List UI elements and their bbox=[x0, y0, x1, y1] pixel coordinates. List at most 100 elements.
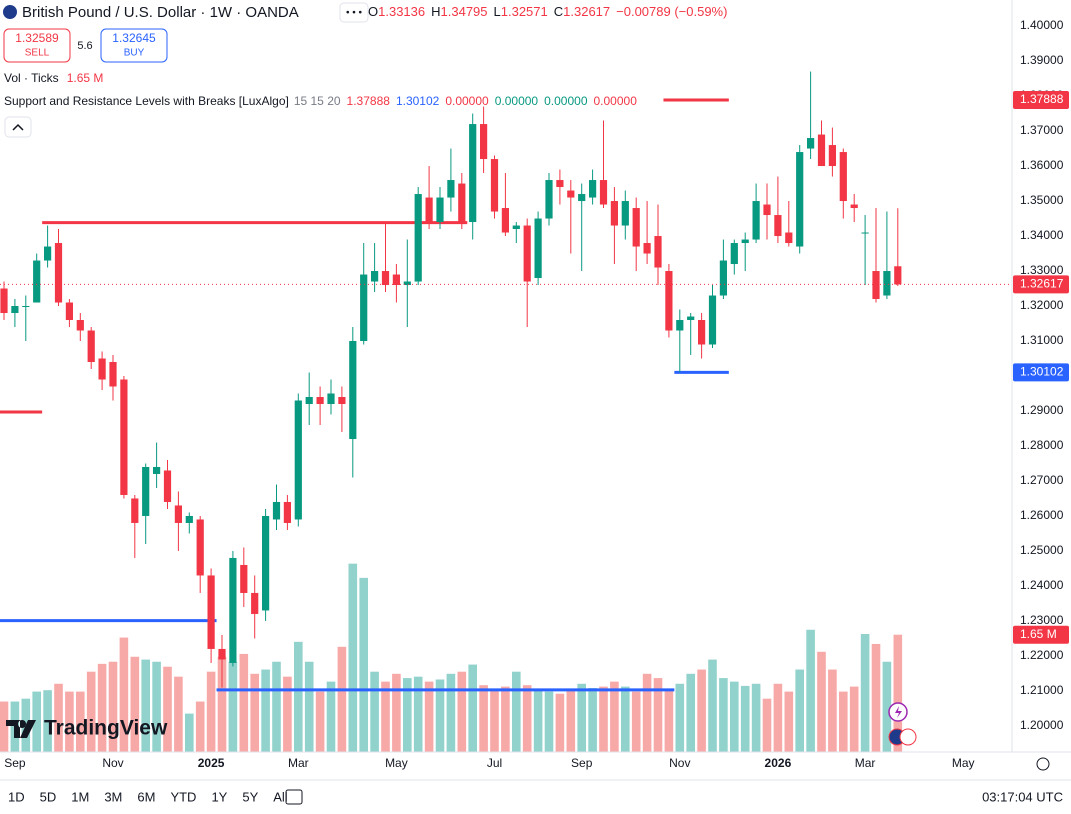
volume-bar bbox=[806, 629, 815, 752]
candle-body bbox=[730, 243, 738, 265]
x-tick-label: Sep bbox=[4, 756, 26, 770]
candle-body bbox=[894, 266, 902, 285]
candle-body bbox=[490, 159, 499, 212]
sell-label[interactable]: SELL bbox=[25, 48, 50, 59]
settings-icon[interactable] bbox=[1036, 757, 1050, 771]
volume-bar bbox=[337, 646, 347, 752]
x-tick-label: Mar bbox=[288, 756, 309, 770]
volume-bar bbox=[348, 563, 358, 752]
volume-bar bbox=[588, 688, 597, 752]
volume-label-box bbox=[1013, 625, 1069, 644]
volume-bar bbox=[261, 669, 270, 752]
indicator-value: 0.00000 bbox=[544, 94, 588, 108]
volume-bar bbox=[326, 681, 336, 752]
buy-label[interactable]: BUY bbox=[124, 48, 145, 59]
volume-bar bbox=[544, 691, 554, 752]
candle-body bbox=[512, 225, 520, 230]
range-button[interactable]: 5Y bbox=[242, 789, 258, 804]
volume-bar bbox=[359, 577, 368, 752]
volume-bar bbox=[32, 691, 41, 752]
volume-bar bbox=[435, 679, 445, 752]
candle-body bbox=[469, 124, 477, 223]
y-tick-label: 1.25000 bbox=[1020, 543, 1064, 557]
menu-button[interactable] bbox=[339, 2, 369, 23]
range-button[interactable]: 1M bbox=[71, 789, 89, 804]
candle-body bbox=[44, 246, 52, 261]
menu-icon[interactable]: • • • bbox=[346, 8, 363, 19]
candle-body bbox=[76, 320, 84, 331]
ohlc-label: C bbox=[554, 4, 563, 19]
volume-bar bbox=[893, 634, 903, 752]
volume-bar bbox=[424, 681, 434, 752]
range-button[interactable]: 1Y bbox=[211, 789, 227, 804]
volume-bar bbox=[708, 659, 717, 752]
volume-bar bbox=[206, 671, 216, 752]
event-bolt[interactable] bbox=[895, 706, 902, 718]
candle-body bbox=[294, 400, 302, 520]
candle-body bbox=[283, 501, 291, 523]
x-tick-label: May bbox=[385, 756, 408, 770]
volume-bar bbox=[392, 673, 401, 752]
volume-bar bbox=[653, 678, 663, 752]
volume-bar bbox=[522, 685, 532, 752]
volume-bar bbox=[533, 690, 543, 752]
date-range-icon[interactable] bbox=[285, 789, 303, 805]
volume-bar bbox=[882, 661, 892, 752]
candle-body bbox=[163, 470, 172, 502]
sell-button[interactable] bbox=[3, 28, 71, 63]
change: −0.00789 (−0.59%) bbox=[616, 4, 727, 19]
volume-bar bbox=[239, 653, 249, 752]
y-tick-label: 1.40000 bbox=[1020, 18, 1064, 32]
buy-button[interactable] bbox=[100, 28, 168, 63]
ohlc-values: O1.33136 H1.34795 L1.32571 C1.32617 −0.00789… bbox=[368, 4, 727, 19]
buy-price[interactable]: 1.32645 bbox=[112, 31, 156, 45]
range-button[interactable]: 3M bbox=[104, 789, 122, 804]
volume-bar bbox=[828, 669, 837, 752]
volume-label: 1.65 M bbox=[1020, 627, 1057, 641]
volume-bar bbox=[730, 681, 739, 752]
brand: TradingView bbox=[44, 717, 168, 740]
x-tick-label: Nov bbox=[669, 756, 690, 770]
range-button[interactable]: All bbox=[273, 789, 288, 804]
candle-body bbox=[229, 557, 237, 663]
volume-bar bbox=[490, 688, 499, 752]
y-tick-label: 1.20000 bbox=[1020, 718, 1064, 732]
volume-bar bbox=[54, 683, 63, 752]
indicator-params: 15 15 20 bbox=[294, 94, 341, 108]
volume-bar bbox=[577, 683, 586, 752]
range-button[interactable]: 6M bbox=[137, 789, 155, 804]
volume-bar bbox=[294, 641, 303, 752]
flag-icon bbox=[3, 5, 17, 19]
candle-body bbox=[142, 466, 150, 516]
volume-bar bbox=[163, 666, 172, 752]
candle-body bbox=[392, 274, 400, 286]
sell-price[interactable]: 1.32589 bbox=[15, 31, 59, 45]
volume-bar bbox=[468, 664, 477, 752]
event-icon[interactable] bbox=[899, 728, 917, 746]
candle-body bbox=[174, 505, 182, 523]
volume-bar bbox=[97, 663, 107, 752]
y-tick-label: 1.35000 bbox=[1020, 193, 1064, 207]
range-button[interactable]: YTD bbox=[170, 789, 196, 804]
range-button[interactable]: 5D bbox=[40, 789, 57, 804]
candle-body bbox=[883, 271, 891, 296]
y-tick-label: 1.29000 bbox=[1020, 403, 1064, 417]
ohlc-label: H bbox=[431, 4, 440, 19]
price-label-box bbox=[1013, 363, 1069, 382]
collapse-icon[interactable] bbox=[12, 123, 24, 131]
volume-bar bbox=[501, 686, 510, 752]
candle-body bbox=[349, 341, 357, 439]
candle-body bbox=[741, 239, 749, 244]
volume-bar bbox=[370, 671, 379, 752]
range-button[interactable]: 1D bbox=[8, 789, 25, 804]
volume-bar bbox=[21, 698, 31, 752]
candle-body bbox=[458, 183, 466, 223]
volume-bar bbox=[174, 676, 183, 752]
candle-body bbox=[817, 134, 826, 167]
candle-body bbox=[185, 515, 193, 523]
volume-bar bbox=[795, 669, 804, 752]
candle-body bbox=[262, 515, 270, 611]
plot bbox=[0, 71, 1012, 752]
collapse-button[interactable] bbox=[4, 116, 32, 138]
